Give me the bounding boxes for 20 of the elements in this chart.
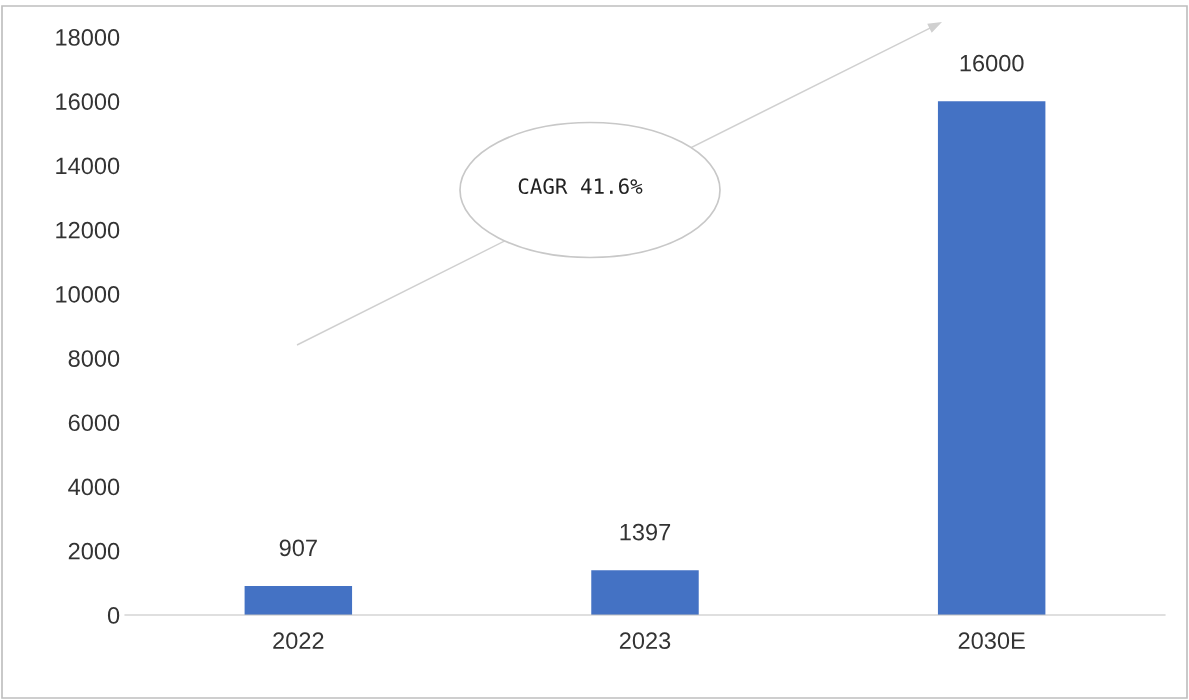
data-label: 907 (279, 539, 317, 557)
x-tick-label: 2022 (273, 632, 324, 650)
y-tick-label: 12000 (56, 221, 120, 239)
y-tick-label: 14000 (56, 157, 120, 175)
bar (244, 585, 353, 615)
y-tick-label: 8000 (68, 350, 120, 367)
y-tick-label: 18000 (56, 29, 120, 46)
y-tick-label: 10000 (56, 285, 120, 303)
data-label: 1397 (620, 523, 671, 541)
bar (937, 101, 1046, 615)
annotation: CAGR 41.6% (518, 178, 643, 195)
y-tick-label: 16000 (56, 93, 120, 111)
y-tick-label: 2000 (68, 542, 120, 560)
y-tick-label: 4000 (68, 478, 120, 496)
bar (591, 570, 699, 615)
x-tick-label: 2023 (619, 632, 671, 650)
y-tick-label: 6000 (68, 414, 120, 432)
y-tick-label: 0 (107, 607, 120, 624)
x-tick-label: 2030E (958, 632, 1025, 650)
data-label: 16000 (960, 54, 1024, 72)
